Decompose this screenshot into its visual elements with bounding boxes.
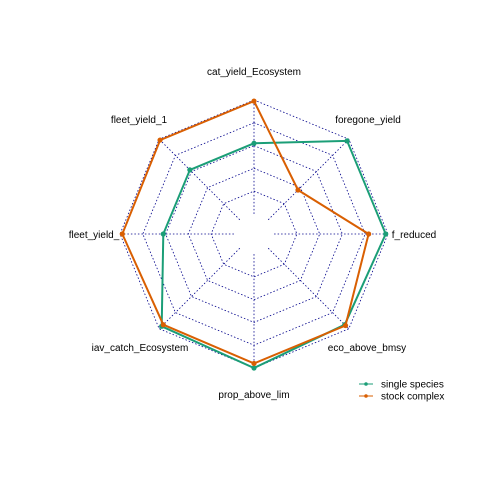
series-point-1-3 [342,322,349,329]
radar-series [119,98,389,371]
axis-label-1: foregone_yield [335,115,401,126]
legend-label-0: single species [381,380,444,391]
axis-label-2: f_reduced [392,230,436,241]
axis-label-6: fleet_yield_ [69,230,120,241]
legend-marker-0 [364,382,368,386]
series-point-1-2 [366,231,372,237]
series-point-0-7 [187,167,193,173]
series-1 [119,98,372,367]
series-point-1-1 [295,187,301,193]
series-point-0-0 [251,140,257,146]
spoke-3 [267,247,350,330]
series-point-1-6 [119,231,125,237]
axis-label-3: eco_above_bmsy [328,343,406,354]
axis-label-7: fleet_yield_1 [111,115,168,126]
series-point-1-5 [160,322,166,328]
series-point-0-6 [160,231,166,237]
legend-marker-1 [364,394,368,398]
spoke-5 [158,247,241,330]
grid-ring-3 [165,145,343,323]
series-point-1-4 [251,360,257,367]
series-point-0-4 [251,365,257,371]
grid-ring-2 [187,167,321,301]
series-point-1-7 [157,137,163,143]
series-0 [159,138,389,371]
axis-label-5: iav_catch_Ecosystem [92,343,189,354]
legend-label-1: stock complex [381,392,444,403]
spoke-7 [158,138,241,221]
spoke-1 [267,138,350,221]
series-point-1-0 [251,98,257,104]
grid-ring-4 [142,122,366,346]
axis-label-4: prop_above_lim [218,390,289,401]
axis-labels: cat_yield_Ecosystem foregone_yield f_reduc… [69,67,437,401]
series-point-0-2 [383,231,389,237]
series-point-0-1 [344,138,350,144]
axis-label-0: cat_yield_Ecosystem [207,67,301,78]
